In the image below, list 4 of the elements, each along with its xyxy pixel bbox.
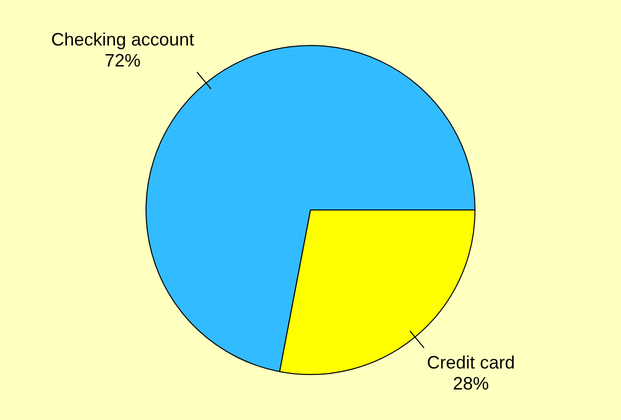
slice-label: Credit card	[426, 352, 515, 373]
data-label: 28%	[452, 374, 489, 394]
slice-label: Checking account	[51, 29, 194, 50]
data-label: 72%	[104, 50, 141, 70]
